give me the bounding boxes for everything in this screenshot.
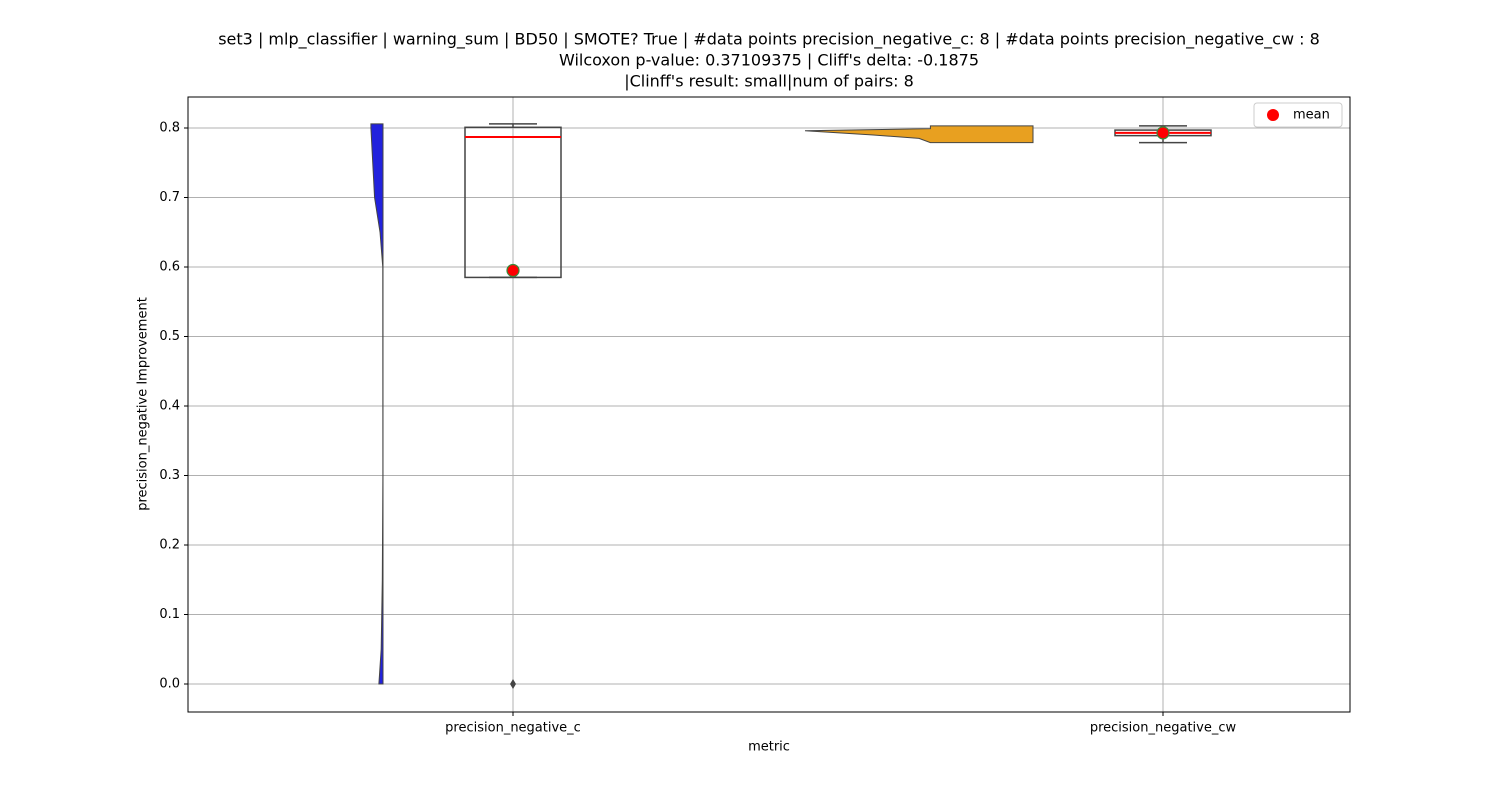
x-tick-label: precision_negative_c (445, 721, 581, 736)
y-tick-label: 0.3 (159, 468, 180, 483)
y-tick-label: 0.1 (159, 607, 180, 622)
x-tick-label: precision_negative_cw (1090, 721, 1237, 736)
x-axis-label: metric (748, 740, 790, 755)
y-tick-label: 0.2 (159, 537, 180, 552)
chart-subtitle: |Clinff's result: small|num of pairs: 8 (624, 72, 914, 91)
y-tick-label: 0.8 (159, 120, 180, 135)
outlier (510, 678, 516, 689)
box (464, 126, 562, 279)
legend-marker (1267, 109, 1279, 121)
plot-frame (187, 96, 1351, 713)
y-tick-label: 0.7 (159, 190, 180, 205)
y-tick-label: 0.5 (159, 329, 180, 344)
y-tick-label: 0.0 (159, 676, 180, 691)
y-tick-label: 0.6 (159, 259, 180, 274)
y-tick-label: 0.4 (159, 398, 180, 413)
chart-title: set3 | mlp_classifier | warning_sum | BD… (218, 30, 1320, 50)
violin (370, 123, 384, 685)
legend-box (1253, 102, 1343, 128)
mean-marker (506, 263, 520, 278)
y-axis-label: precision_negative Improvement (136, 297, 151, 511)
mean-marker (1156, 126, 1170, 140)
chart-subtitle: Wilcoxon p-value: 0.37109375 | Cliff's d… (559, 51, 979, 70)
violin (804, 125, 1034, 144)
legend-label: mean (1293, 108, 1330, 123)
